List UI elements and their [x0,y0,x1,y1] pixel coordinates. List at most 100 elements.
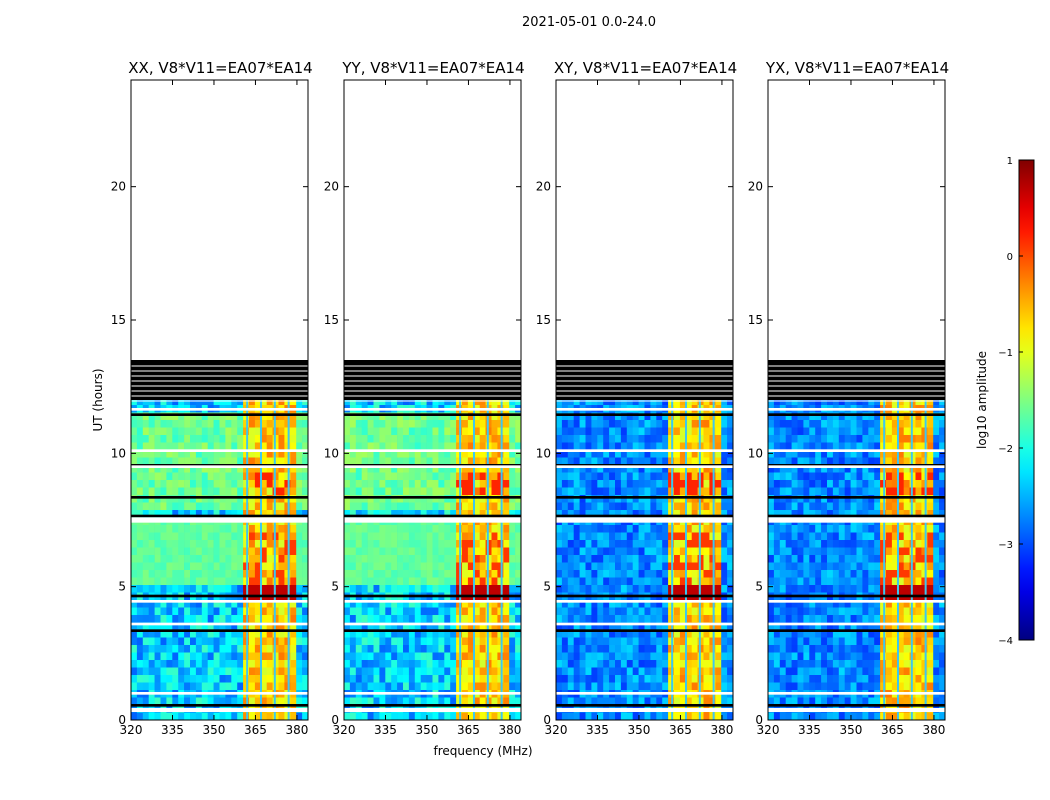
heatmap-cell [715,472,722,481]
heatmap-cell [420,675,427,683]
heatmap-cell [773,427,781,436]
blank-row [131,692,308,695]
heatmap-cell [142,637,149,646]
heatmap-cell [219,637,226,646]
heatmap-cell [609,450,616,458]
heatmap-cell [148,472,155,481]
heatmap-cell [674,532,681,541]
heatmap-cell [638,427,645,436]
heatmap-cell [473,622,480,631]
heatmap-cell [473,660,480,668]
heatmap-cell [225,450,232,458]
heatmap-cell [927,442,934,451]
heatmap-cell [190,555,197,563]
heatmap-cell [190,607,197,616]
heatmap-cell [815,472,822,481]
heatmap-cell [679,682,687,691]
heatmap-cell [379,667,386,676]
heatmap-cell [638,562,645,571]
heatmap-cell [408,600,416,608]
heatmap-cell [219,540,226,548]
heatmap-cell [213,585,220,593]
heatmap-cell [296,660,303,668]
heatmap-cell [768,472,775,481]
heatmap-cell [768,457,775,466]
heatmap-cell [638,570,645,578]
heatmap-cell [556,652,563,661]
heatmap-cell [154,562,161,571]
heatmap-cell [231,487,238,496]
heatmap-cell [921,457,928,466]
heatmap-cell [237,645,244,653]
heatmap-cell [154,570,161,578]
heatmap-cell [438,510,445,518]
heatmap-cell [685,465,692,473]
heatmap-cell [432,487,439,496]
heatmap-cell [638,502,645,511]
heatmap-cell [609,615,616,623]
heatmap-cell [556,660,563,668]
heatmap-cell [249,435,256,443]
heatmap-cell [284,562,291,571]
heatmap-cell [650,435,657,443]
heatmap-cell [414,525,421,533]
heatmap-cell [632,682,639,691]
heatmap-cell [450,555,457,563]
heatmap-cell [408,412,416,421]
heatmap-cell [650,465,657,473]
heatmap-cell [515,435,521,443]
heatmap-cell [237,540,244,548]
heatmap-cell [679,622,687,631]
heatmap-cell [284,682,291,691]
heatmap-cell [142,435,149,443]
heatmap-cell [674,495,681,503]
heatmap-cell [225,480,232,488]
heatmap-cell [509,667,516,676]
heatmap-cell [479,652,486,661]
heatmap-cell [921,442,928,451]
heatmap-cell [591,532,598,541]
heatmap-cell [361,600,368,608]
heatmap-cell [426,487,433,496]
heatmap-cell [207,637,214,646]
heatmap-cell [414,570,421,578]
heatmap-cell [939,457,945,466]
heatmap-cell [603,555,610,563]
heatmap-cell [844,435,851,443]
heatmap-cell [344,637,351,646]
heatmap-cell [438,465,445,473]
heatmap-cell [615,525,622,533]
heatmap-cell [361,427,368,436]
heatmap-cell [615,562,622,571]
heatmap-cell [219,555,226,563]
heatmap-cell [237,480,244,488]
heatmap-cell [379,637,386,646]
heatmap-cell [426,600,433,608]
heatmap-cell [462,457,469,466]
heatmap-cell [355,675,362,683]
x-tick-label: 320 [120,723,143,737]
heatmap-cell [662,532,669,541]
heatmap-cell [585,682,592,691]
heatmap-cell [656,577,663,586]
heatmap-cell [266,547,273,556]
heatmap-cell [779,480,786,488]
heatmap-cell [656,420,663,428]
heatmap-cell [373,585,380,593]
heatmap-cell [650,427,657,436]
y-tick-label: 20 [111,180,126,194]
heatmap-cell [656,525,663,533]
heatmap-cell [585,645,592,653]
heatmap-cell [685,622,692,631]
heatmap-cell [219,435,226,443]
heatmap-cell [414,622,421,631]
heatmap-cell [201,577,208,586]
heatmap-cell [385,525,392,533]
heatmap-cell [691,675,698,683]
heatmap-cell [509,495,516,503]
heatmap-cell [650,697,657,706]
heatmap-cell [703,495,710,503]
heatmap-cell [385,652,392,661]
heatmap-cell [515,675,521,683]
heatmap-cell [355,660,362,668]
